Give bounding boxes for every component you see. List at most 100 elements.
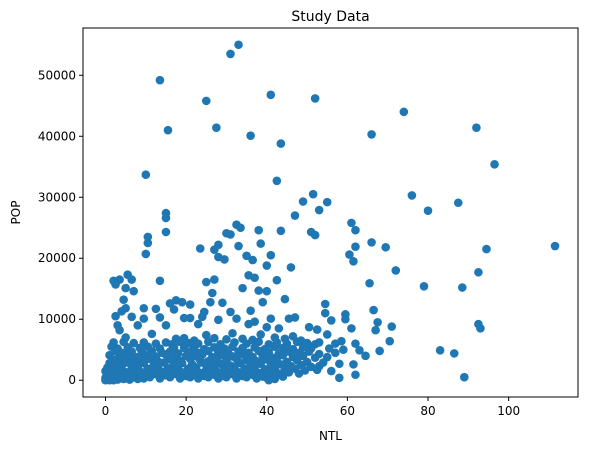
data-point <box>125 375 134 384</box>
data-point <box>457 283 467 292</box>
data-point <box>226 307 235 317</box>
x-tick-label: 40 <box>259 404 274 418</box>
data-point <box>163 125 173 135</box>
data-point <box>143 238 153 248</box>
data-point <box>347 218 356 228</box>
data-point <box>314 205 324 215</box>
data-point <box>339 345 348 355</box>
data-point <box>165 299 175 308</box>
data-point <box>103 364 112 374</box>
y-tick-label: 10000 <box>38 312 76 326</box>
data-point <box>272 275 282 285</box>
data-point <box>179 313 189 323</box>
data-point <box>290 313 300 322</box>
data-point <box>127 312 136 322</box>
x-tick-label: 0 <box>102 404 110 418</box>
data-point <box>161 213 171 223</box>
data-point <box>234 40 243 50</box>
data-point <box>322 197 332 207</box>
data-point <box>155 374 165 383</box>
data-point <box>127 275 136 284</box>
data-point <box>232 314 241 323</box>
data-point <box>373 317 382 327</box>
data-point <box>474 267 483 277</box>
data-point <box>252 374 261 383</box>
data-point <box>472 123 481 133</box>
data-point <box>210 275 219 284</box>
data-point <box>298 197 308 206</box>
data-point <box>371 325 380 335</box>
data-point <box>193 374 203 383</box>
data-point <box>193 319 203 329</box>
data-point <box>326 316 336 325</box>
data-point <box>276 139 286 148</box>
data-point <box>177 297 187 307</box>
data-point <box>244 319 253 329</box>
data-point <box>286 263 296 272</box>
data-point <box>111 280 120 289</box>
data-point <box>218 298 227 308</box>
data-point <box>331 339 340 348</box>
data-point <box>262 355 272 364</box>
data-point <box>220 255 229 264</box>
data-point <box>117 307 126 316</box>
data-point <box>320 308 330 318</box>
data-point <box>185 300 195 309</box>
data-point <box>201 96 211 106</box>
y-tick-label: 30000 <box>38 190 76 204</box>
data-point <box>226 49 235 59</box>
data-point <box>476 324 485 333</box>
data-point <box>341 314 350 324</box>
data-point <box>195 244 205 253</box>
data-point <box>143 232 153 242</box>
data-point <box>369 305 378 315</box>
data-point <box>276 226 286 236</box>
data-point <box>266 314 276 323</box>
data-point <box>165 372 175 382</box>
data-point <box>310 94 320 103</box>
data-point <box>264 375 274 385</box>
data-point <box>121 283 130 293</box>
data-point <box>335 359 344 369</box>
data-point <box>312 365 322 375</box>
data-point <box>298 351 308 361</box>
data-point <box>155 313 165 322</box>
data-point <box>256 239 266 248</box>
data-point <box>407 191 417 200</box>
data-point <box>119 295 128 305</box>
data-point <box>141 170 151 179</box>
data-point <box>284 368 294 377</box>
y-axis-label: POP <box>9 201 23 225</box>
data-point <box>197 312 207 322</box>
data-point <box>490 160 499 169</box>
data-point <box>345 250 354 259</box>
data-point <box>381 242 390 252</box>
data-point <box>304 322 314 332</box>
data-point <box>310 230 320 240</box>
data-point <box>201 277 211 287</box>
x-tick-label: 20 <box>178 404 193 418</box>
data-point <box>228 328 237 338</box>
data-point <box>435 346 445 355</box>
data-point <box>294 369 304 378</box>
chart-title: Study Data <box>291 9 369 25</box>
data-point <box>270 342 280 351</box>
data-point <box>278 372 288 381</box>
data-point <box>115 325 124 335</box>
data-point <box>367 130 376 139</box>
data-point <box>151 304 161 314</box>
data-point <box>155 75 165 85</box>
plot-frame <box>82 27 579 398</box>
data-point <box>266 90 276 100</box>
data-point <box>246 131 255 140</box>
x-tick-label: 60 <box>340 404 355 418</box>
data-point <box>139 314 149 323</box>
data-point <box>449 349 459 358</box>
data-point <box>161 321 171 330</box>
data-point <box>169 305 179 314</box>
data-point <box>351 242 360 251</box>
data-point <box>375 346 384 356</box>
data-point <box>482 244 491 254</box>
data-point <box>361 351 370 361</box>
data-point <box>147 329 157 339</box>
